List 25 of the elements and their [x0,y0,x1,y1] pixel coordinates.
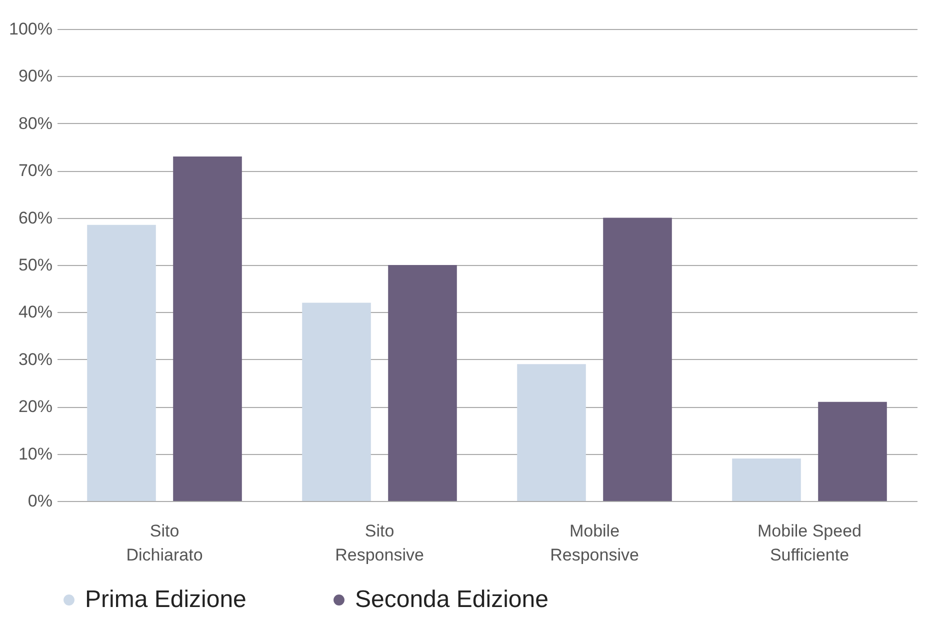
legend-label: Seconda Edizione [355,586,548,613]
y-tick-label: 80% [18,114,52,133]
y-tick-label: 100% [9,20,52,38]
legend-label: Prima Edizione [85,586,246,613]
bar [87,224,156,501]
y-tick-label: 20% [18,397,52,416]
bar [603,218,672,501]
y-tick-label: 90% [18,66,52,86]
bar [732,458,801,501]
y-tick-label: 0% [28,492,52,510]
y-tick-label: 30% [18,350,52,369]
x-tick-label: Mobile Speed Sufficiente [758,522,862,564]
x-tick-label: Sito Responsive [335,522,424,564]
y-tick-label: 50% [18,256,52,274]
y-tick-label: 10% [18,444,52,464]
y-tick-label: 40% [18,302,52,322]
x-tick-label: Sito Dichiarato [126,522,203,564]
bar [173,156,242,501]
bar [388,265,457,501]
x-tick-label: Mobile Responsive [550,522,639,564]
bar [517,364,586,501]
y-tick-label: 70% [18,161,52,180]
bar [818,402,887,501]
bar [302,302,371,501]
y-tick-label: 60% [18,208,52,228]
